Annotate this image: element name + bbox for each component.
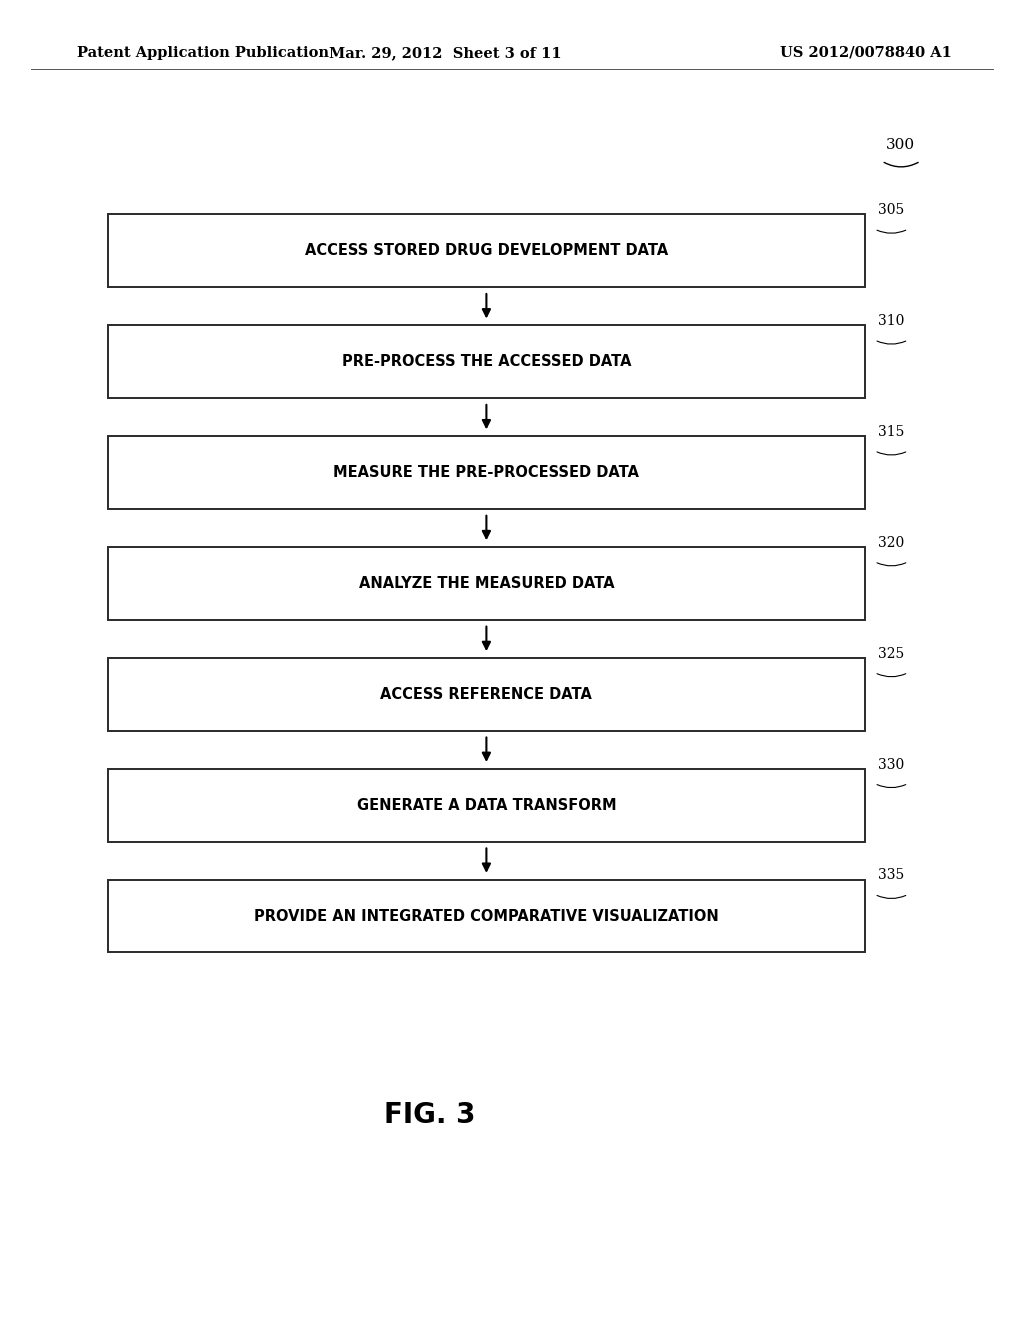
Text: PRE-PROCESS THE ACCESSED DATA: PRE-PROCESS THE ACCESSED DATA <box>342 354 631 370</box>
FancyBboxPatch shape <box>108 880 865 953</box>
Text: ACCESS STORED DRUG DEVELOPMENT DATA: ACCESS STORED DRUG DEVELOPMENT DATA <box>305 243 668 259</box>
Text: ACCESS REFERENCE DATA: ACCESS REFERENCE DATA <box>381 686 592 702</box>
Text: 310: 310 <box>878 314 904 329</box>
Text: 325: 325 <box>878 647 904 661</box>
Text: 330: 330 <box>878 758 904 771</box>
Text: US 2012/0078840 A1: US 2012/0078840 A1 <box>780 46 952 59</box>
Text: 300: 300 <box>886 139 914 152</box>
Text: 335: 335 <box>878 869 904 882</box>
FancyBboxPatch shape <box>108 546 865 619</box>
Text: ANALYZE THE MEASURED DATA: ANALYZE THE MEASURED DATA <box>358 576 614 591</box>
FancyBboxPatch shape <box>108 214 865 286</box>
Text: PROVIDE AN INTEGRATED COMPARATIVE VISUALIZATION: PROVIDE AN INTEGRATED COMPARATIVE VISUAL… <box>254 908 719 924</box>
Text: Patent Application Publication: Patent Application Publication <box>77 46 329 59</box>
FancyBboxPatch shape <box>108 325 865 399</box>
Text: 315: 315 <box>878 425 904 438</box>
Text: GENERATE A DATA TRANSFORM: GENERATE A DATA TRANSFORM <box>356 797 616 813</box>
Text: 320: 320 <box>878 536 904 549</box>
FancyBboxPatch shape <box>108 768 865 842</box>
FancyBboxPatch shape <box>108 659 865 731</box>
FancyBboxPatch shape <box>108 436 865 508</box>
Text: MEASURE THE PRE-PROCESSED DATA: MEASURE THE PRE-PROCESSED DATA <box>334 465 639 480</box>
Text: Mar. 29, 2012  Sheet 3 of 11: Mar. 29, 2012 Sheet 3 of 11 <box>329 46 562 59</box>
Text: FIG. 3: FIG. 3 <box>384 1101 476 1130</box>
Text: 305: 305 <box>878 203 904 216</box>
